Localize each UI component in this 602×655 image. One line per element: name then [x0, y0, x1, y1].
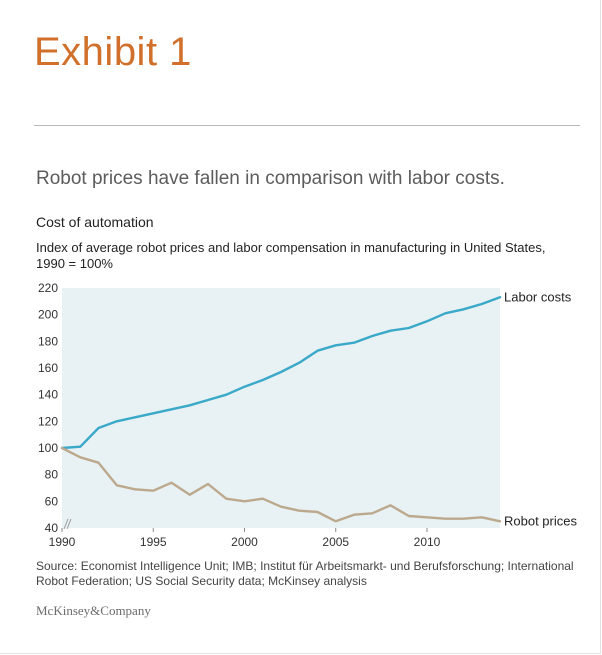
chart-title: Cost of automation — [36, 214, 154, 230]
y-tick-label: 80 — [45, 468, 59, 482]
axis-break-mark — [66, 518, 72, 530]
series-label: Robot prices — [504, 513, 577, 528]
y-tick-label: 120 — [38, 414, 58, 428]
mckinsey-logo: McKinsey&Company — [36, 603, 151, 618]
y-tick-label: 40 — [45, 521, 59, 535]
exhibit-headline: Robot prices have fallen in comparison w… — [36, 168, 505, 189]
series-label: Labor costs — [504, 289, 572, 304]
y-tick-label: 60 — [45, 494, 59, 508]
series-line-labor-costs — [60, 296, 502, 450]
y-tick-label: 180 — [38, 334, 58, 348]
y-tick-label: 220 — [38, 281, 58, 295]
x-tick-label: 2010 — [414, 535, 441, 549]
plot-background — [62, 288, 500, 528]
x-tick-label: 2005 — [322, 535, 349, 549]
y-tick-label: 100 — [38, 441, 58, 455]
line-chart: 40 60 80 100 120 140 160 180 200 220 1990 1995 2000 2… — [38, 281, 578, 549]
y-tick-label: 140 — [38, 388, 58, 402]
header-divider — [34, 125, 580, 126]
exhibit-label: Exhibit 1 — [34, 30, 192, 74]
y-tick-label: 200 — [38, 308, 58, 322]
x-tick-label: 1995 — [140, 535, 167, 549]
x-tick-label: 1990 — [49, 535, 76, 549]
x-tick-label: 2000 — [231, 535, 258, 549]
chart-subtitle: Index of average robot prices and labor … — [36, 240, 546, 271]
axis-break-mark — [63, 518, 69, 530]
series-line-robot-prices — [60, 446, 502, 523]
source-note: Source: Economist Intelligence Unit; IMB… — [36, 559, 574, 588]
y-tick-label: 160 — [38, 361, 58, 375]
